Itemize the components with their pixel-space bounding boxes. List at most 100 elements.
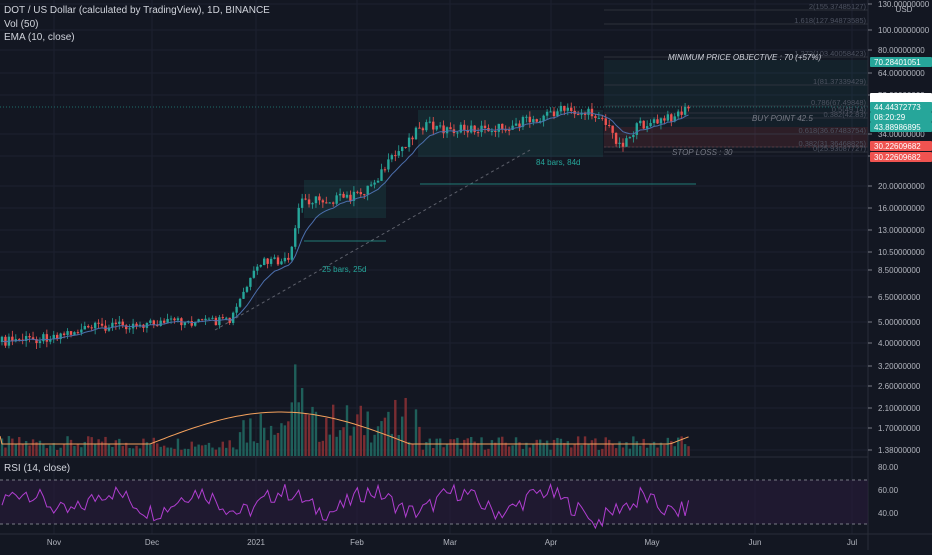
price-tick-label: 1.38000000 xyxy=(878,446,921,455)
volume-bar xyxy=(128,448,131,456)
price-tick-label: 2.60000000 xyxy=(878,382,921,391)
volume-bar xyxy=(601,448,604,456)
volume-bar xyxy=(432,447,435,456)
price-tick-label: 20.00000000 xyxy=(878,182,925,191)
fib-label: 0.382(42.83) xyxy=(823,110,866,119)
fib-label: 1.618(127.94873585) xyxy=(794,16,866,25)
candle-body xyxy=(428,121,431,123)
volume-bar xyxy=(401,416,404,456)
volume-bar xyxy=(656,447,659,456)
volume-bar xyxy=(452,439,456,456)
candle-body xyxy=(535,119,538,122)
price-axis[interactable]: 130.00000000 100.00000000 80.00000000 64.00… xyxy=(868,0,930,455)
candle-body xyxy=(349,194,352,201)
candle-body xyxy=(425,122,428,131)
candle-body xyxy=(97,322,100,324)
volume-bar xyxy=(342,427,345,456)
consolidation-box-2 xyxy=(418,110,603,157)
candle-body xyxy=(314,196,318,204)
volume-bar xyxy=(490,440,494,456)
buy-point-annotation: BUY POINT 42.5 xyxy=(752,114,813,123)
candle-body xyxy=(401,146,404,152)
candle-body xyxy=(539,121,542,123)
trendline xyxy=(214,149,531,331)
price-tag xyxy=(870,57,932,67)
candle-body xyxy=(66,331,69,335)
price-tick-label: 2.10000000 xyxy=(878,404,921,413)
candle-body xyxy=(328,202,331,204)
candle-body xyxy=(56,334,59,340)
candle-body xyxy=(24,336,28,341)
volume-bar xyxy=(42,444,45,456)
volume-bar xyxy=(394,399,397,456)
rsi-indicator-label[interactable]: RSI (14, close) xyxy=(4,463,71,474)
candle-body xyxy=(276,257,280,265)
volume-bar xyxy=(659,442,663,456)
volume-bar xyxy=(566,441,569,456)
volume-bar xyxy=(4,447,7,456)
volume-bar xyxy=(404,397,407,456)
volume-bar xyxy=(414,409,418,456)
time-label: Jun xyxy=(749,538,762,547)
volume-bar xyxy=(373,434,376,456)
price-tick-label: 1.70000000 xyxy=(878,424,921,433)
volume-bar xyxy=(397,434,400,456)
candle-body xyxy=(414,127,418,140)
candle-body xyxy=(442,125,445,134)
candle-body xyxy=(252,270,256,278)
volume-bar xyxy=(104,436,107,456)
candle-body xyxy=(207,318,211,320)
volume-bar xyxy=(176,438,180,456)
volume-bar xyxy=(542,442,545,456)
volume-bar xyxy=(642,438,645,456)
candle-body xyxy=(76,332,80,334)
volume-bar xyxy=(121,446,124,456)
candle-body xyxy=(221,317,224,319)
candle-body xyxy=(608,124,611,126)
volume-bar xyxy=(532,443,535,456)
volume-bar xyxy=(635,441,638,456)
volume-bar xyxy=(294,364,297,456)
ema-indicator-label[interactable]: EMA (10, close) xyxy=(4,32,75,43)
volume-bar xyxy=(438,438,442,456)
candle-body xyxy=(345,194,349,198)
candle-body xyxy=(656,119,659,124)
volume-bar xyxy=(632,436,635,456)
volume-bar xyxy=(190,441,193,456)
range-label-2: 84 bars, 84d xyxy=(536,158,580,167)
symbol-title[interactable]: DOT / US Dollar (calculated by TradingVi… xyxy=(4,5,270,16)
volume-bar xyxy=(366,411,369,456)
volume-bar xyxy=(511,445,514,456)
candle-body xyxy=(473,125,476,133)
volume-bar xyxy=(507,446,511,456)
candle-body xyxy=(570,107,573,111)
volume-bar xyxy=(614,448,618,456)
volume-bar xyxy=(528,447,532,456)
volume-bar xyxy=(618,441,621,456)
ema-line xyxy=(1,111,689,343)
time-axis[interactable]: Nov Dec 2021 Feb Mar Apr May Jun Jul xyxy=(47,538,857,547)
volume-bar xyxy=(242,420,245,456)
candle-body xyxy=(518,123,521,127)
volume-bar xyxy=(590,440,594,456)
candle-body xyxy=(269,258,273,264)
candle-body xyxy=(466,130,469,133)
candle-body xyxy=(162,320,166,323)
volume-bar xyxy=(683,444,687,456)
candle-body xyxy=(494,131,497,133)
volume-bar xyxy=(514,437,518,456)
candle-body xyxy=(235,306,238,313)
volume-indicator-label[interactable]: Vol (50) xyxy=(4,19,39,30)
volume-bar xyxy=(573,444,576,456)
candle-body xyxy=(231,312,235,323)
volume-bar xyxy=(45,448,49,456)
volume-bar xyxy=(494,442,497,456)
rsi-axis[interactable]: 80.00 60.00 40.00 xyxy=(878,463,899,518)
volume-bars xyxy=(0,364,690,456)
volume-bar xyxy=(332,404,335,456)
volume-bar xyxy=(604,437,607,456)
candle-body xyxy=(476,132,480,134)
candle-body xyxy=(245,286,249,292)
